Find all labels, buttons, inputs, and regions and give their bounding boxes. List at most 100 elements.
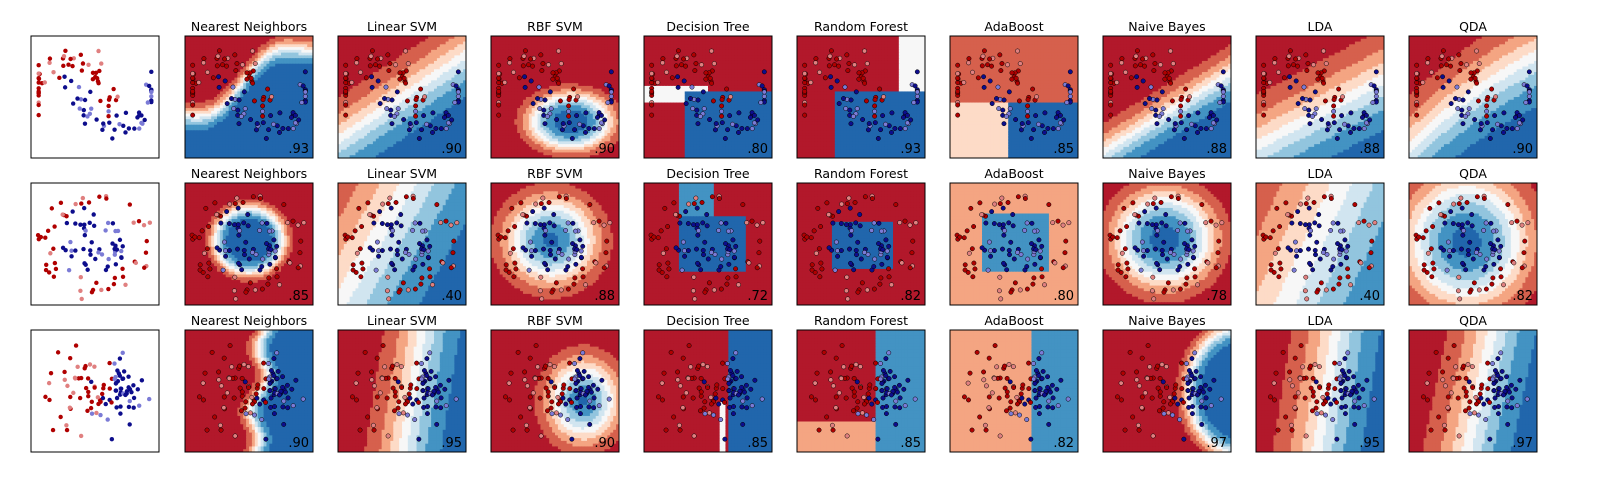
region-cell — [228, 133, 233, 137]
region-cell — [275, 141, 279, 145]
region-cell — [338, 113, 342, 118]
region-cell — [514, 63, 518, 68]
region-cell — [338, 149, 342, 154]
region-cell — [431, 85, 435, 90]
region-cell — [610, 41, 614, 45]
region-cell — [237, 58, 241, 62]
region-cell — [587, 47, 591, 51]
region-cell — [378, 152, 383, 156]
region-cell — [246, 99, 250, 104]
region-cell — [387, 36, 391, 40]
region-cell — [442, 85, 447, 90]
region-cell — [228, 49, 233, 54]
region-cell — [384, 130, 389, 134]
region-cell — [616, 63, 619, 68]
region-cell — [454, 41, 458, 45]
region-cell — [448, 91, 453, 95]
region-cell — [246, 133, 250, 137]
region-cell — [375, 127, 380, 131]
region-cell — [281, 66, 285, 70]
region-cell — [404, 55, 409, 59]
point-class-blue — [271, 121, 276, 127]
region-cell — [246, 155, 250, 158]
region-cell — [193, 63, 198, 68]
region-cell — [384, 63, 389, 68]
region-cell — [292, 41, 297, 45]
region-cell — [196, 97, 201, 101]
region-cell — [211, 83, 215, 87]
region-cell — [442, 146, 447, 151]
region-cell — [584, 80, 588, 84]
region-cell — [393, 105, 397, 109]
point-class-blue — [290, 126, 296, 132]
region-cell — [217, 119, 221, 123]
region-cell — [493, 49, 498, 54]
region-cell — [307, 44, 311, 48]
region-cell — [266, 116, 270, 120]
region-cell — [211, 60, 215, 65]
region-cell — [196, 94, 201, 98]
region-cell — [364, 130, 368, 134]
region-cell — [310, 133, 313, 137]
region-cell — [211, 41, 215, 45]
region-cell — [266, 94, 270, 98]
region-cell — [237, 144, 241, 148]
region-cell — [301, 108, 305, 112]
region-cell — [352, 102, 357, 106]
region-cell — [528, 49, 533, 54]
region-cell — [193, 66, 198, 70]
region-cell — [307, 60, 311, 65]
region-cell — [499, 44, 504, 48]
region-cell — [531, 49, 536, 54]
region-cell — [257, 119, 262, 123]
region-cell — [243, 47, 247, 51]
region-cell — [222, 155, 227, 158]
point-class-blue — [299, 100, 305, 105]
region-cell — [436, 130, 441, 134]
region-cell — [292, 80, 297, 84]
region-cell — [428, 91, 432, 95]
region-cell — [491, 60, 495, 65]
region-cell — [436, 110, 441, 115]
region-cell — [361, 41, 365, 45]
region-cell — [463, 49, 466, 54]
region-cell — [422, 72, 426, 76]
point-class-red — [111, 86, 116, 92]
point-class-blue — [430, 130, 435, 135]
region-cell — [205, 36, 209, 40]
region-cell — [575, 47, 579, 51]
region-cell — [338, 85, 342, 90]
region-cell — [531, 44, 536, 48]
region-cell — [410, 149, 415, 154]
region-cell — [349, 105, 354, 109]
region-cell — [511, 55, 515, 59]
region-cell — [436, 135, 441, 140]
region-cell — [246, 91, 250, 95]
region-cell — [289, 38, 294, 43]
region-cell — [298, 80, 302, 84]
region-cell — [295, 88, 300, 93]
region-cell — [205, 66, 209, 70]
region-cell — [407, 113, 412, 118]
region-cell — [604, 74, 608, 79]
point-class-red — [36, 89, 41, 94]
region-cell — [257, 155, 262, 158]
region-cell — [502, 63, 507, 68]
region-cell — [584, 63, 588, 68]
region-cell — [257, 149, 262, 154]
region-cell — [217, 113, 221, 118]
region-cell — [393, 69, 397, 73]
region-cell — [208, 77, 212, 81]
region-cell — [289, 66, 294, 70]
region-cell — [254, 110, 259, 115]
region-cell — [491, 58, 495, 62]
region-cell — [283, 49, 288, 54]
region-cell — [367, 133, 371, 137]
region-cell — [355, 88, 359, 93]
region-cell — [592, 69, 597, 73]
region-cell — [569, 47, 574, 51]
region-cell — [496, 69, 501, 73]
region-cell — [528, 66, 533, 70]
region-cell — [340, 88, 345, 93]
point-class-red — [47, 60, 52, 66]
